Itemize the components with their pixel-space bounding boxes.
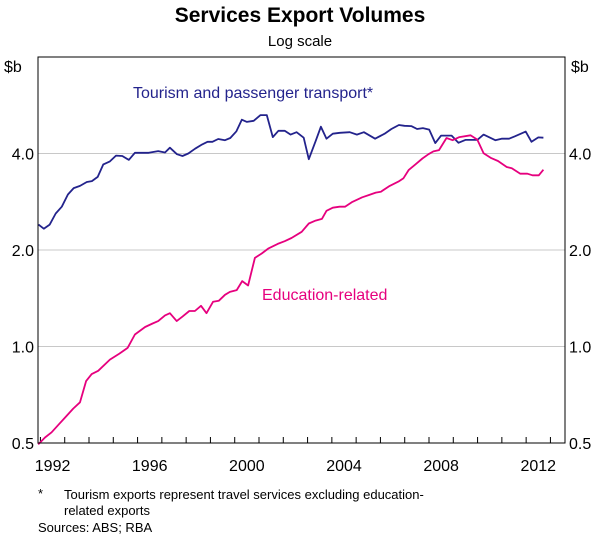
x-tick-label: 1996 — [132, 458, 168, 475]
y-axis-unit-right: $b — [571, 59, 589, 76]
y-tick-label-right: 2.0 — [569, 243, 591, 260]
education-series-line — [37, 134, 545, 446]
y-tick-label-right: 0.5 — [569, 436, 591, 453]
footnote-line-1: Tourism exports represent travel service… — [64, 487, 424, 502]
x-tick-label: 2012 — [520, 458, 556, 475]
series-lines — [37, 114, 545, 446]
series-label-education: Education-related — [262, 287, 387, 304]
y-tick-label-left: 1.0 — [12, 340, 34, 357]
x-tick-label: 2000 — [229, 458, 265, 475]
plot-frame — [37, 56, 566, 444]
tourism-series-line — [37, 114, 544, 230]
y-tick-label-right: 1.0 — [569, 340, 591, 357]
chart-subtitle: Log scale — [268, 33, 332, 50]
y-tick-label-right: 4.0 — [569, 147, 591, 164]
series-label-tourism: Tourism and passenger transport* — [133, 85, 373, 102]
x-ticks: 1992 1996 2000 2004 2008 2012 — [35, 437, 556, 475]
footnote-line-2: related exports — [64, 503, 150, 518]
gridlines — [38, 153, 565, 347]
x-tick-label: 2004 — [326, 458, 362, 475]
y-tick-label-left: 0.5 — [12, 436, 34, 453]
chart-title: Services Export Volumes — [175, 4, 426, 27]
y-tick-label-left: 2.0 — [12, 243, 34, 260]
x-tick-label: 2008 — [423, 458, 459, 475]
x-tick-label: 1992 — [35, 458, 71, 475]
sources-note: Sources: ABS; RBA — [38, 520, 152, 535]
footnote-marker: * — [38, 486, 43, 501]
y-tick-labels: 0.5 0.5 1.0 1.0 2.0 2.0 4.0 4.0 — [12, 147, 592, 454]
y-tick-label-left: 4.0 — [12, 147, 34, 164]
y-axis-unit-left: $b — [4, 59, 22, 76]
